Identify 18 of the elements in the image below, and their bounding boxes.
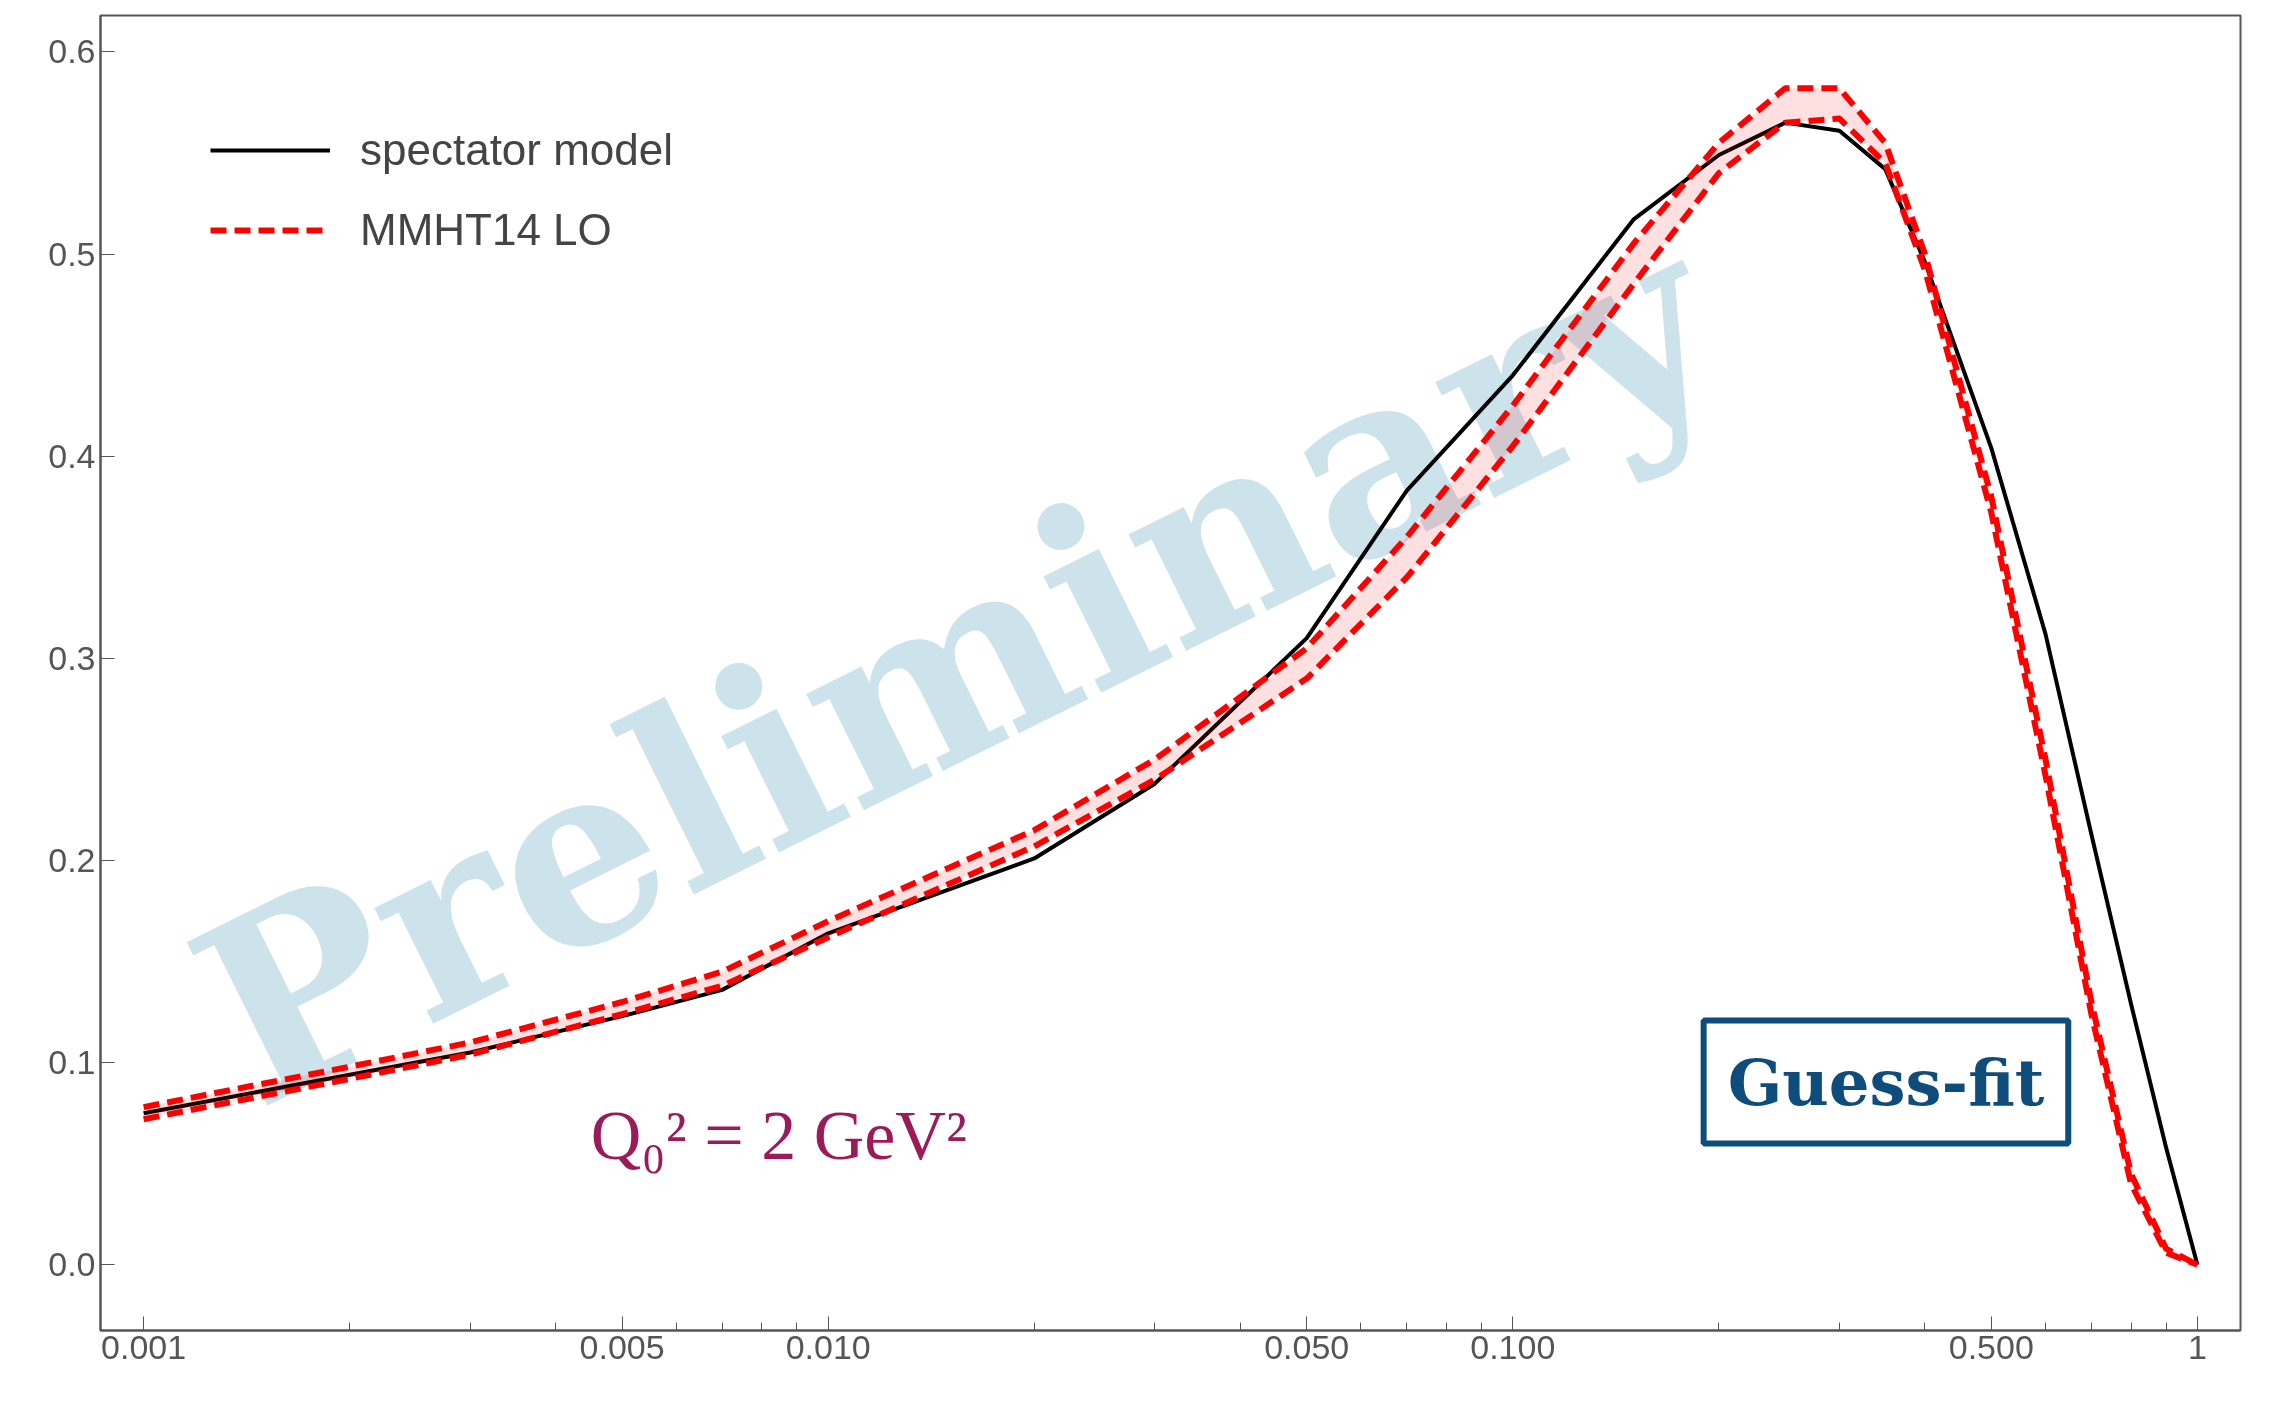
legend-label: MMHT14 LO <box>360 205 612 255</box>
x-tick-label: 0.001 <box>101 1327 187 1366</box>
annotation: Guess-fit <box>1727 1044 2045 1120</box>
y-tick-label: 0.5 <box>48 234 96 273</box>
y-tick-label: 0.6 <box>48 32 96 71</box>
y-tick-label: 0.1 <box>48 1043 96 1082</box>
annotation: Q₀² = 2 GeV² <box>590 1096 967 1174</box>
x-tick-label: 0.010 <box>785 1327 871 1366</box>
legend-label: spectator model <box>360 125 674 175</box>
y-tick-label: 0.4 <box>48 436 96 475</box>
y-tick-label: 0.3 <box>48 638 96 677</box>
x-tick-label: 0.005 <box>579 1327 665 1366</box>
y-tick-label: 0.2 <box>48 841 96 879</box>
x-tick-label: 0.050 <box>1264 1327 1350 1366</box>
x-tick-label: 1 <box>2187 1327 2207 1366</box>
y-tick-label: 0.0 <box>48 1245 96 1284</box>
x-tick-label: 0.100 <box>1470 1327 1556 1366</box>
x-tick-label: 0.500 <box>1948 1327 2034 1366</box>
